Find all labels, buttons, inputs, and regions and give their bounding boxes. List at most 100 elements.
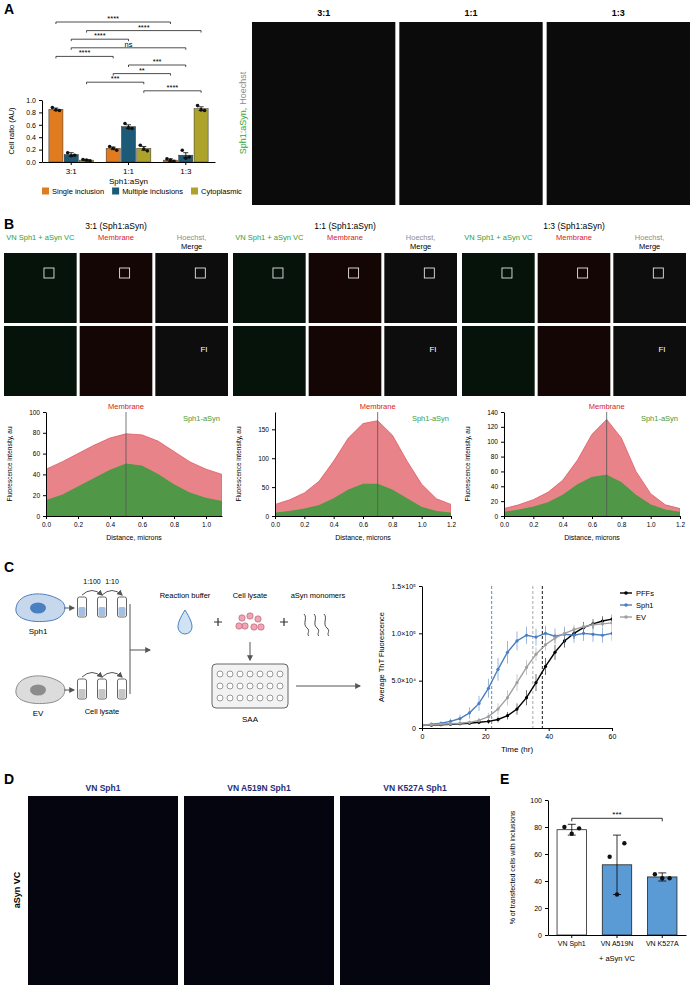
significance-label: **** [79, 48, 91, 57]
tick: 0.8 [388, 516, 397, 528]
tube-liquid [79, 607, 86, 616]
data-point [165, 157, 169, 161]
legend-label: Sph1 [636, 601, 654, 610]
tick-label: 0.4 [330, 521, 339, 528]
data-point [184, 156, 188, 160]
tick-mark [39, 100, 42, 101]
x-axis: VN Sph1VN A519NVN K527A [549, 935, 687, 948]
legend-item: Multiple inclusions [112, 187, 183, 196]
arrow [102, 673, 122, 678]
tick-mark [485, 728, 486, 731]
tick: 0.2 [300, 516, 309, 528]
tick: 140 [487, 409, 504, 416]
tick-mark [419, 633, 422, 634]
marker [506, 651, 509, 654]
marker [439, 723, 442, 726]
zoom-box [44, 268, 54, 278]
bar [121, 127, 135, 162]
significance-label: **** [107, 14, 119, 23]
legend-label: Cytoplasmic [201, 187, 242, 196]
axis-title: Fluorescence intensity, au [6, 426, 14, 501]
zoom-box [195, 268, 205, 278]
micrograph [462, 253, 535, 323]
legend-item: EV [620, 613, 646, 622]
axis-line [548, 801, 549, 936]
x-axis: 0.00.20.40.60.81.01.2 [271, 516, 456, 528]
row-label: aSyn VC [12, 871, 22, 908]
zoom-box [502, 268, 512, 278]
panel-letter: C [4, 559, 14, 575]
tick-mark [39, 112, 42, 113]
plot-area [49, 104, 208, 162]
tick-mark [680, 516, 681, 519]
tick-label: 1.0×10⁵ [391, 630, 416, 637]
tick-mark [545, 827, 548, 828]
micrograph [399, 22, 542, 205]
micrograph [155, 253, 228, 323]
tick-mark [571, 935, 572, 938]
figure: ABCDE3:11:11:3Sph1:aSyn,HoechstSph1EV1:1… [0, 0, 694, 990]
tick-mark [621, 516, 622, 519]
marker [468, 721, 471, 724]
tick-label: 0.4 [559, 521, 568, 528]
data-point [88, 159, 92, 162]
marker [430, 723, 433, 726]
significance-label: **** [138, 23, 150, 32]
zoom-box [653, 268, 663, 278]
tick: 1.0 [202, 516, 211, 528]
tick-label: 0 [421, 733, 425, 740]
tick: 20 [33, 492, 46, 499]
tick-label: VN A519N [601, 940, 634, 947]
text-line: Membrane [98, 233, 134, 242]
marker [515, 707, 518, 710]
tick: 0 [265, 513, 275, 520]
legend-swatch [112, 188, 119, 195]
panel-title: 1:3 (Sph1:aSyn) [543, 221, 605, 231]
peak-line [126, 412, 127, 516]
tube-liquid [99, 607, 106, 616]
tick-mark [422, 516, 423, 519]
tick-mark [617, 935, 618, 938]
zoom-box [578, 268, 588, 278]
text-line: Merge [639, 242, 660, 251]
plate-well [247, 671, 253, 677]
cell-label: EV [33, 709, 44, 718]
tick: 0 [538, 932, 548, 939]
text-line: VN Sph1 + aSyn VC [235, 233, 304, 242]
plate-well [217, 683, 223, 689]
marker [506, 714, 509, 717]
legend-label: Single inclusion [52, 187, 104, 196]
data-point [667, 876, 671, 880]
plate-well [217, 695, 223, 701]
plate-well [227, 695, 233, 701]
micrograph-zoom [462, 326, 535, 396]
column-label: VN Sph1 + aSyn VC [235, 233, 304, 242]
tick: 100 [530, 797, 548, 804]
x-axis: 0204060 [421, 728, 617, 740]
tick-mark [46, 516, 47, 519]
tick: 120 [487, 423, 504, 430]
tick: 1.2 [447, 516, 456, 528]
text-line: Merge [410, 242, 431, 251]
error-bar [658, 873, 666, 881]
dilution-label: 1:100 [83, 578, 101, 585]
tick-label: 5.0×10⁴ [391, 677, 416, 684]
tick-mark [43, 454, 46, 455]
plot-area [46, 412, 222, 516]
data-point [203, 109, 207, 113]
tick-label: 40 [534, 878, 542, 885]
tick-label: VN K527A [646, 940, 679, 947]
image-label: VN A519N Sph1 [227, 783, 291, 793]
axis-line [423, 728, 613, 729]
x-axis: 0.00.20.40.60.81.0 [42, 516, 223, 528]
tick: 5.0×10⁴ [391, 677, 422, 684]
data-point [127, 126, 131, 130]
marker [458, 722, 461, 725]
tick-mark [363, 516, 364, 519]
tick-label: 0.0 [42, 521, 51, 528]
inset-label: FI [658, 345, 665, 354]
marker [515, 681, 518, 684]
plate-well [217, 671, 223, 677]
tick: 3:1 [66, 162, 78, 176]
significance-label: *** [111, 74, 120, 83]
